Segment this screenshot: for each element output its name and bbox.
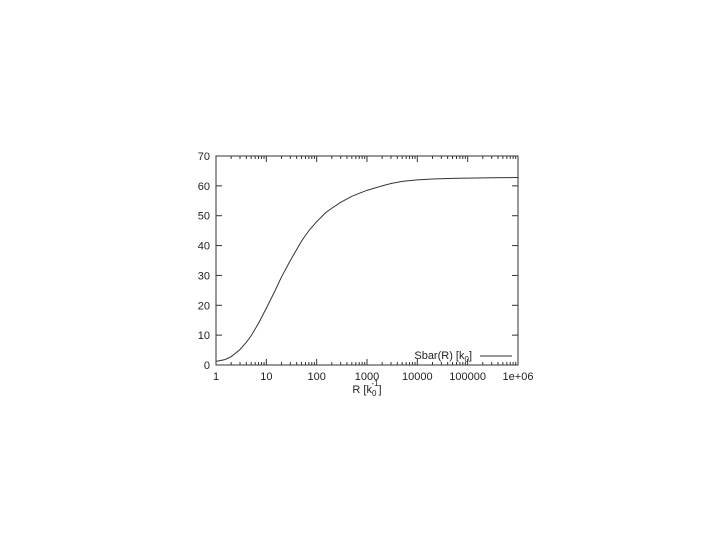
y-tick-label: 60 bbox=[198, 181, 210, 193]
legend: Sbar(R) [k0] bbox=[414, 350, 512, 364]
x-tick-label: 100 bbox=[307, 371, 325, 383]
plot-frame bbox=[215, 155, 519, 366]
y-tick-label: 70 bbox=[198, 151, 210, 163]
x-axis-label-main: R [k bbox=[352, 384, 372, 396]
x-tick-label: 10 bbox=[260, 371, 272, 383]
y-tick-label: 30 bbox=[198, 270, 210, 282]
legend-label-close: ] bbox=[469, 350, 472, 362]
legend-label-main: Sbar(R) [k bbox=[414, 350, 465, 362]
x-axis-label-sup: -1 bbox=[371, 379, 379, 388]
y-tick-label: 50 bbox=[198, 211, 210, 223]
x-axis-ticks: 1 10 100 1000 10000 100000 1e+06 bbox=[213, 156, 534, 383]
y-axis-ticks: 0 10 20 30 40 50 60 70 bbox=[198, 151, 518, 372]
x-axis-label-close: ] bbox=[379, 384, 382, 396]
x-tick-label: 1e+06 bbox=[503, 371, 534, 383]
x-axis-label-sub: 0 bbox=[372, 389, 377, 398]
x-tick-label: 1000 bbox=[355, 371, 379, 383]
x-axis-label: R [k0-1] bbox=[352, 379, 381, 398]
x-tick-label: 10000 bbox=[402, 371, 433, 383]
x-tick-label: 1 bbox=[213, 371, 219, 383]
y-tick-label: 40 bbox=[198, 241, 210, 253]
series-line-sbar bbox=[215, 177, 519, 362]
x-tick-label: 100000 bbox=[449, 371, 486, 383]
y-tick-label: 0 bbox=[204, 360, 210, 372]
legend-label: Sbar(R) [k0] bbox=[414, 350, 472, 364]
y-tick-label: 10 bbox=[198, 330, 210, 342]
y-tick-label: 20 bbox=[198, 300, 210, 312]
legend-label-sub: 0 bbox=[464, 355, 469, 364]
